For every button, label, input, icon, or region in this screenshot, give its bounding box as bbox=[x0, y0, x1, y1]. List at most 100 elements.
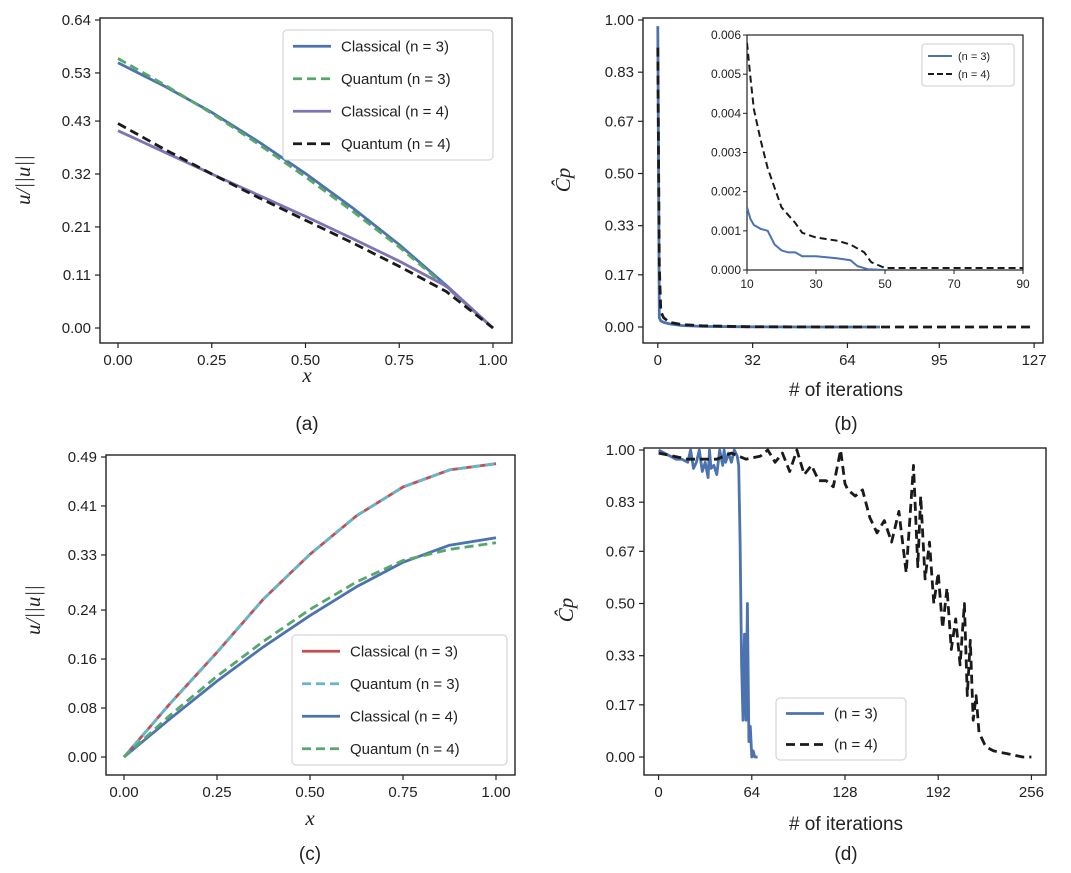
x-axis-label: # of iterations bbox=[789, 380, 903, 401]
inset-legend-box bbox=[921, 43, 1015, 87]
inset-series-line-2 bbox=[747, 42, 1023, 269]
ytick-label: 0.64 bbox=[62, 12, 91, 29]
xtick-label: 0.75 bbox=[388, 784, 417, 801]
ytick-label: 0.43 bbox=[62, 113, 91, 130]
ytick-label: 0.49 bbox=[68, 449, 97, 466]
xtick-label: 127 bbox=[1022, 352, 1047, 369]
inset-xtick-label: 50 bbox=[878, 277, 892, 291]
legend-entry: Quantum (n = 3) bbox=[341, 71, 451, 88]
ytick-label: 0.33 bbox=[606, 648, 635, 665]
ytick-label: 1.00 bbox=[606, 442, 635, 459]
legend-entry: Classical (n = 4) bbox=[341, 103, 449, 120]
inset-ytick-label: 0.003 bbox=[711, 146, 741, 160]
legend-entry: Classical (n = 3) bbox=[341, 38, 449, 55]
inset-xtick-label: 10 bbox=[740, 277, 754, 291]
ytick-label: 0.33 bbox=[68, 547, 97, 564]
legend-entry: Quantum (n = 4) bbox=[341, 136, 451, 153]
xtick-label: 0.50 bbox=[295, 784, 324, 801]
ytick-label: 0.00 bbox=[605, 319, 634, 336]
series-line-1 bbox=[657, 448, 758, 759]
ytick-label: 0.33 bbox=[605, 218, 634, 235]
x-axis-label: # of iterations bbox=[789, 814, 903, 835]
legend-entry: (n = 4) bbox=[834, 737, 878, 754]
ytick-label: 0.53 bbox=[62, 65, 91, 82]
inset-xtick-label: 70 bbox=[947, 277, 961, 291]
ytick-label: 0.17 bbox=[606, 697, 635, 714]
legend-entry: Classical (n = 3) bbox=[350, 643, 458, 660]
panel-caption: (c) bbox=[299, 844, 321, 865]
ytick-label: 0.67 bbox=[605, 113, 634, 130]
x-axis-label: x bbox=[304, 806, 315, 830]
inset-plot: 0.000 0.001 0.002 0.003 0.004 0.005 0.006 10 30 5… bbox=[711, 28, 1030, 291]
ytick-label: 0.83 bbox=[605, 64, 634, 81]
xtick-label: 95 bbox=[931, 352, 948, 369]
xtick-label: 0.75 bbox=[385, 352, 414, 369]
ytick-label: 0.08 bbox=[68, 700, 97, 717]
inset-ytick-label: 0.002 bbox=[711, 185, 741, 199]
inset-legend-entry: (n = 3) bbox=[958, 51, 990, 63]
xtick-label: 0 bbox=[654, 352, 662, 369]
x-axis-label: x bbox=[301, 363, 312, 387]
panel-caption: (d) bbox=[834, 844, 857, 865]
legend-entry: Quantum (n = 4) bbox=[350, 741, 460, 758]
series-line-3 bbox=[117, 129, 494, 330]
panel-a: 0.00 0.11 0.21 0.32 0.43 0.53 0.64 0.00 0.25 0.50… bbox=[11, 12, 513, 435]
ytick-label: 0.32 bbox=[62, 166, 91, 183]
axes-frame-b bbox=[642, 17, 1044, 344]
ytick-label: 0.00 bbox=[62, 320, 91, 337]
ytick-label: 1.00 bbox=[605, 12, 634, 29]
xtick-label: 128 bbox=[832, 784, 857, 801]
inset-ytick-label: 0.001 bbox=[711, 224, 741, 238]
ytick-label: 0.11 bbox=[63, 267, 91, 284]
ytick-label: 0.83 bbox=[606, 494, 635, 511]
ytick-label: 0.16 bbox=[68, 651, 97, 668]
legend-box bbox=[282, 29, 494, 161]
series-line-2 bbox=[117, 57, 494, 330]
y-axis-label: u/||u|| bbox=[11, 155, 35, 205]
xtick-label: 64 bbox=[743, 784, 760, 801]
series-line-3 bbox=[123, 536, 497, 759]
inset-ytick-label: 0.005 bbox=[711, 67, 741, 81]
xtick-label: 64 bbox=[839, 352, 856, 369]
panel-caption: (a) bbox=[295, 414, 318, 435]
legend-box bbox=[291, 634, 508, 766]
ytick-label: 0.50 bbox=[606, 596, 635, 613]
inset-xtick-label: 90 bbox=[1016, 277, 1030, 291]
xtick-label: 0.00 bbox=[109, 784, 138, 801]
xtick-label: 32 bbox=[744, 352, 761, 369]
legend-entry: (n = 3) bbox=[834, 706, 878, 723]
inset-xtick-label: 30 bbox=[809, 277, 823, 291]
ytick-label: 0.41 bbox=[68, 498, 97, 515]
inset-ytick-label: 0.000 bbox=[711, 263, 741, 277]
panel-d: 0.00 0.17 0.33 0.50 0.67 0.83 1.00 0 64 128 192 256… bbox=[554, 442, 1047, 865]
ytick-label: 0.00 bbox=[68, 749, 97, 766]
xtick-label: 192 bbox=[926, 784, 951, 801]
xtick-label: 256 bbox=[1019, 784, 1044, 801]
ytick-label: 0.17 bbox=[605, 267, 634, 284]
legend-entry: Quantum (n = 3) bbox=[350, 676, 460, 693]
y-axis-label: u/||u|| bbox=[21, 585, 45, 635]
inset-series-line-1 bbox=[747, 207, 886, 270]
panel-c: 0.00 0.08 0.16 0.24 0.33 0.41 0.49 0.00 0.25 0.50… bbox=[21, 449, 516, 865]
xtick-label: 0.50 bbox=[291, 352, 320, 369]
inset-legend: (n = 3) (n = 4) bbox=[921, 43, 1015, 87]
legend: (n = 3) (n = 4) bbox=[775, 697, 907, 761]
ytick-label: 0.21 bbox=[62, 219, 91, 236]
xtick-label: 1.00 bbox=[478, 352, 507, 369]
xtick-label: 0 bbox=[654, 784, 662, 801]
xtick-label: 0.25 bbox=[197, 352, 226, 369]
series-line-4 bbox=[117, 122, 494, 330]
y-axis-label: Ĉp bbox=[551, 168, 575, 193]
ytick-label: 0.24 bbox=[68, 602, 97, 619]
legend-entry: Classical (n = 4) bbox=[350, 708, 458, 725]
series-line-2 bbox=[658, 448, 1032, 759]
ytick-label: 0.50 bbox=[605, 166, 634, 183]
y-axis-label: Ĉp bbox=[554, 598, 578, 623]
legend: Classical (n = 3) Quantum (n = 3) Classica… bbox=[282, 29, 494, 161]
inset-ytick-label: 0.004 bbox=[711, 106, 741, 120]
legend: Classical (n = 3) Quantum (n = 3) Classica… bbox=[291, 634, 508, 766]
ytick-label: 0.67 bbox=[606, 543, 635, 560]
panel-b: 0.00 0.17 0.33 0.50 0.67 0.83 1.00 0 32 64 95 127 # … bbox=[551, 12, 1047, 435]
inset-ytick-label: 0.006 bbox=[711, 28, 741, 42]
